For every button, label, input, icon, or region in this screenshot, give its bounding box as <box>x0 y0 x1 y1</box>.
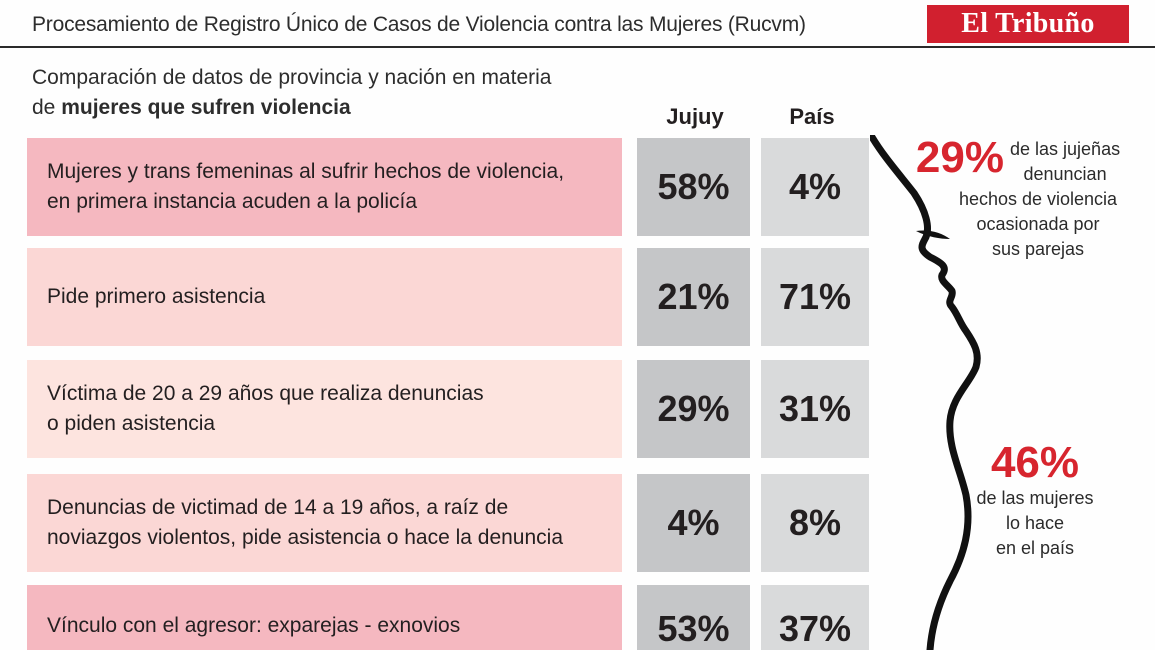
stat-percentage: 46% <box>990 438 1080 487</box>
stat-text-line: sus parejas <box>991 239 1085 259</box>
side-stat-46: 46% de las mujeres lo hace en el país <box>960 440 1110 561</box>
stat-text-line: de las jujeñas <box>1010 139 1121 159</box>
stat-text-line: ocasionada por <box>976 214 1100 234</box>
side-stat-29: 29% de las jujeñas denuncian hechos de v… <box>898 135 1138 262</box>
woman-profile-illustration <box>870 135 981 650</box>
header-divider <box>0 46 1155 48</box>
eye-mark <box>916 230 950 239</box>
column-header-pais: País <box>789 104 835 129</box>
brand-logo: El Tribuño <box>927 5 1129 43</box>
row-label: Víctima de 20 a 29 años que realiza denu… <box>27 360 622 458</box>
page-title: Procesamiento de Registro Único de Casos… <box>32 13 806 36</box>
row-label: Vínculo con el agresor: exparejas - exno… <box>27 585 622 650</box>
row-label-line: Vínculo con el agresor: exparejas - exno… <box>47 614 461 637</box>
row-label-line: Denuncias de victimad de 14 a 19 años, a… <box>47 496 509 519</box>
pais-value-cell: 4% <box>761 138 869 236</box>
row-label: Mujeres y trans femeninas al sufrir hech… <box>27 138 622 236</box>
pais-value-cell: 8% <box>761 474 869 572</box>
stat-percentage: 29% <box>915 133 1004 182</box>
subtitle-emphasis: mujeres que sufren violencia <box>61 96 351 119</box>
jujuy-value-cell: 58% <box>637 138 750 236</box>
pais-value-cell: 31% <box>761 360 869 458</box>
subtitle-prefix: de <box>32 96 62 119</box>
stat-text-line: denuncian <box>1023 164 1107 184</box>
jujuy-value-cell: 29% <box>637 360 750 458</box>
row-label-line: Pide primero asistencia <box>47 285 266 308</box>
stat-text-line: hechos de violencia <box>958 189 1118 209</box>
stat-text-line: en el país <box>995 538 1075 558</box>
jujuy-value-cell: 4% <box>637 474 750 572</box>
stat-text-line: lo hace <box>1005 513 1065 533</box>
pais-value-cell: 71% <box>761 248 869 346</box>
row-label-line: o piden asistencia <box>47 412 216 435</box>
row-label: Pide primero asistencia <box>27 248 622 346</box>
row-label-line: en primera instancia acuden a la policía <box>47 190 418 213</box>
row-label-line: Mujeres y trans femeninas al sufrir hech… <box>47 160 565 183</box>
jujuy-value-cell: 21% <box>637 248 750 346</box>
subtitle-line-2: de mujeres que sufren violencia <box>32 93 632 123</box>
stat-text-line: de las mujeres <box>976 488 1094 508</box>
row-label: Denuncias de victimad de 14 a 19 años, a… <box>27 474 622 572</box>
chart-subtitle: Comparación de datos de provincia y naci… <box>32 63 632 123</box>
profile-line <box>870 135 981 650</box>
jujuy-value-cell: 53% <box>637 585 750 650</box>
row-label-line: noviazgos violentos, pide asistencia o h… <box>47 526 564 549</box>
subtitle-line-1: Comparación de datos de provincia y naci… <box>32 66 552 89</box>
row-label-line: Víctima de 20 a 29 años que realiza denu… <box>47 382 484 405</box>
pais-value-cell: 37% <box>761 585 869 650</box>
column-header-jujuy: Jujuy <box>666 104 724 129</box>
